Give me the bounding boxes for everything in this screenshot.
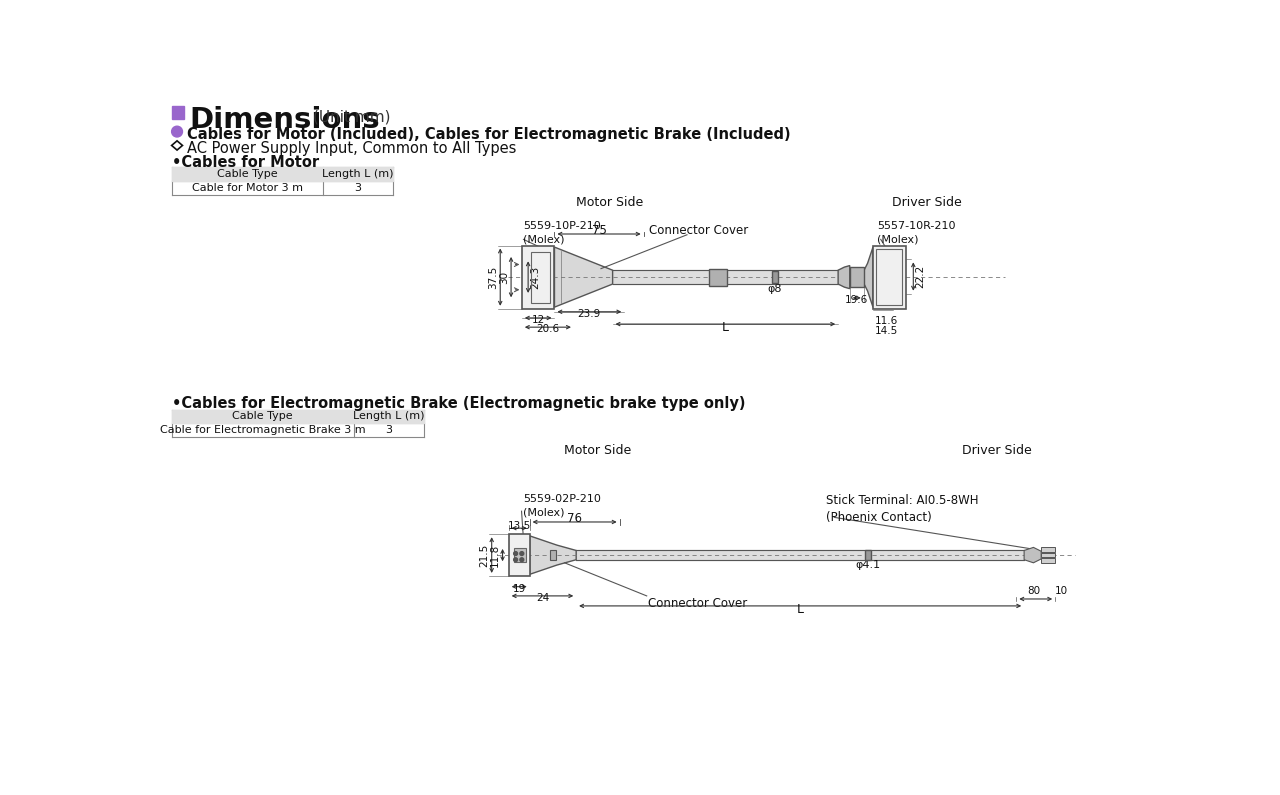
Text: 75: 75 xyxy=(591,224,607,237)
Polygon shape xyxy=(530,536,576,574)
Bar xyxy=(865,549,870,560)
Bar xyxy=(1041,553,1055,557)
Text: 5559-10P-210
(Molex): 5559-10P-210 (Molex) xyxy=(524,221,602,244)
Text: 19: 19 xyxy=(512,584,526,594)
Text: Length L (m): Length L (m) xyxy=(353,412,425,421)
Text: Driver Side: Driver Side xyxy=(892,196,963,208)
Text: 19.6: 19.6 xyxy=(845,295,868,304)
Circle shape xyxy=(513,558,517,561)
Text: 24.3: 24.3 xyxy=(530,266,540,289)
Polygon shape xyxy=(554,247,613,307)
Text: Stick Terminal: AI0.5-8WH
(Phoenix Contact): Stick Terminal: AI0.5-8WH (Phoenix Conta… xyxy=(827,494,979,524)
Bar xyxy=(709,269,727,285)
Circle shape xyxy=(520,558,524,561)
Bar xyxy=(550,549,556,560)
Text: Driver Side: Driver Side xyxy=(963,444,1032,457)
Bar xyxy=(1041,558,1055,563)
Text: 80: 80 xyxy=(1028,586,1041,596)
Text: L: L xyxy=(796,603,804,616)
Bar xyxy=(850,267,864,287)
Bar xyxy=(876,250,902,304)
Text: AC Power Supply Input, Common to All Types: AC Power Supply Input, Common to All Typ… xyxy=(187,141,517,156)
Text: Cable Type: Cable Type xyxy=(233,412,293,421)
Text: Cable for Electromagnetic Brake 3 m: Cable for Electromagnetic Brake 3 m xyxy=(160,425,366,436)
Text: 21.5: 21.5 xyxy=(480,544,489,567)
Text: 12: 12 xyxy=(531,315,545,325)
Text: Cables for Motor (Included), Cables for Electromagnetic Brake (Included): Cables for Motor (Included), Cables for … xyxy=(187,127,791,142)
Bar xyxy=(1041,548,1055,552)
Text: Connector Cover: Connector Cover xyxy=(649,224,749,237)
Text: 3: 3 xyxy=(355,183,361,193)
Text: φ8: φ8 xyxy=(768,284,782,294)
Circle shape xyxy=(513,552,517,556)
Text: 37.5: 37.5 xyxy=(488,266,498,289)
Bar xyxy=(873,246,905,308)
Polygon shape xyxy=(838,266,850,289)
Text: 5559-02P-210
(Molex): 5559-02P-210 (Molex) xyxy=(524,494,602,518)
Text: 22.2: 22.2 xyxy=(915,265,925,288)
Bar xyxy=(522,246,554,308)
Bar xyxy=(508,534,530,576)
Text: Connector Cover: Connector Cover xyxy=(648,597,748,611)
Polygon shape xyxy=(1024,548,1041,563)
Bar xyxy=(531,252,550,303)
Text: 23.9: 23.9 xyxy=(577,308,602,319)
Text: L: L xyxy=(722,321,728,334)
Circle shape xyxy=(172,126,183,137)
Bar xyxy=(172,167,393,181)
Text: 14.5: 14.5 xyxy=(874,326,897,335)
Text: 24: 24 xyxy=(536,593,549,603)
Text: Motor Side: Motor Side xyxy=(576,196,643,208)
Text: Cable Type: Cable Type xyxy=(216,169,278,179)
Text: 5557-10R-210
(Molex): 5557-10R-210 (Molex) xyxy=(877,221,955,244)
Text: φ4.1: φ4.1 xyxy=(855,560,881,571)
Text: •Cables for Electromagnetic Brake (Electromagnetic brake type only): •Cables for Electromagnetic Brake (Elect… xyxy=(172,396,745,411)
Text: •Cables for Motor: •Cables for Motor xyxy=(172,156,319,170)
Text: 13.5: 13.5 xyxy=(508,522,531,531)
Text: Dimensions: Dimensions xyxy=(189,107,380,134)
Bar xyxy=(172,107,184,118)
Bar xyxy=(772,271,778,283)
Text: 30: 30 xyxy=(499,270,508,284)
Text: (Unit mm): (Unit mm) xyxy=(314,109,390,124)
Text: 10: 10 xyxy=(1055,586,1069,596)
Text: 11.6: 11.6 xyxy=(874,316,897,327)
Text: 11.8: 11.8 xyxy=(490,544,500,567)
Text: 20.6: 20.6 xyxy=(536,324,559,334)
Text: 3: 3 xyxy=(385,425,392,436)
Bar xyxy=(172,409,424,424)
Text: 76: 76 xyxy=(567,512,582,525)
Bar xyxy=(515,549,526,562)
Circle shape xyxy=(520,552,524,556)
Text: Cable for Motor 3 m: Cable for Motor 3 m xyxy=(192,183,302,193)
Polygon shape xyxy=(864,247,873,307)
Text: Length L (m): Length L (m) xyxy=(321,169,393,179)
Text: Motor Side: Motor Side xyxy=(564,444,631,457)
